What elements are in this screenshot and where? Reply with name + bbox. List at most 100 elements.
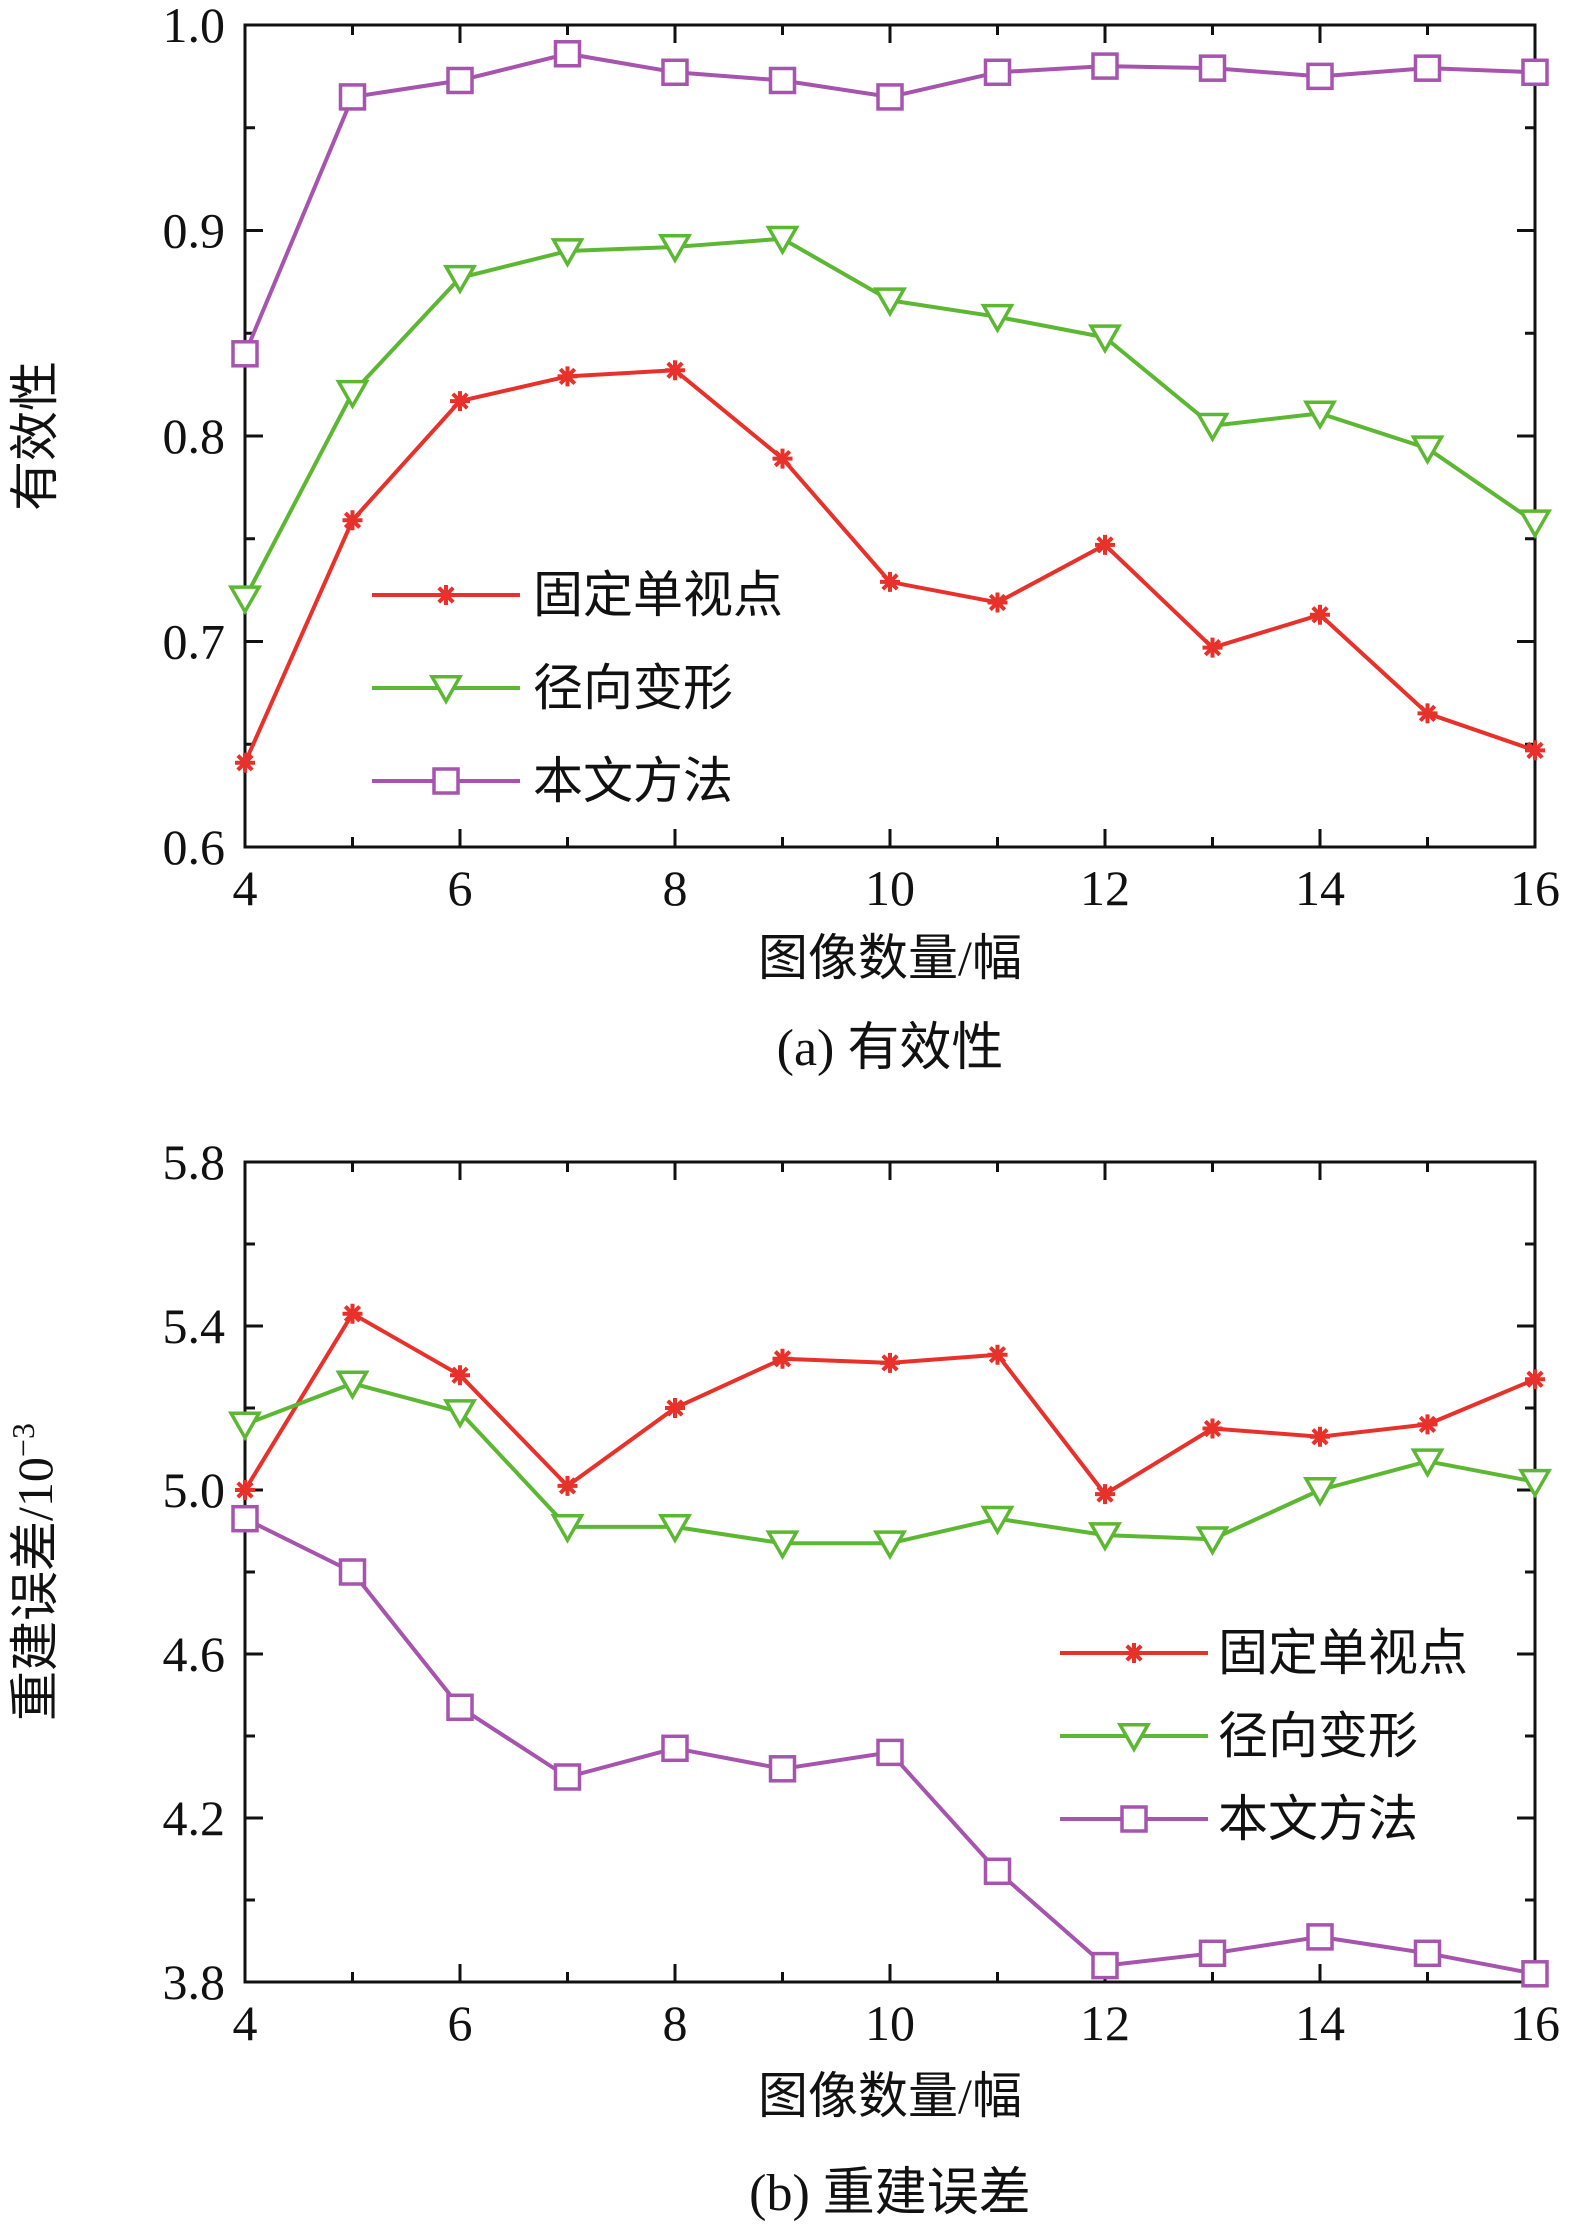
data-point: [772, 448, 793, 469]
series-2: [227, 225, 1553, 616]
data-point: [983, 1857, 1012, 1886]
x-tick-label: 6: [448, 860, 473, 916]
y-tick-label: 5.4: [163, 1298, 226, 1354]
x-tick-label: 4: [233, 860, 258, 916]
x-tick-label: 10: [865, 1995, 915, 2051]
data-point: [1198, 54, 1227, 82]
data-point: [553, 40, 582, 68]
y-tick-label: 0.8: [163, 408, 226, 464]
data-point: [1091, 52, 1119, 80]
data-point: [665, 1398, 685, 1418]
data-point: [1517, 509, 1553, 540]
series-line: [243, 368, 1536, 764]
data-point: [557, 366, 578, 387]
x-tick-label: 14: [1295, 860, 1345, 916]
y-tick-label: 3.8: [163, 1954, 226, 2010]
data-point: [987, 1344, 1008, 1365]
data-point: [661, 58, 689, 87]
data-point: [1091, 1951, 1119, 1980]
panel-b-reconstruction-error: 4 6 8 10 12 14 16 3.8 4.2 4.6 5.0 5.4 5.8 图像数量/幅 重建误差/…: [5, 1134, 1560, 2222]
data-point: [1095, 534, 1115, 555]
series-line: [244, 1381, 1536, 1546]
data-point: [1306, 62, 1334, 91]
data-point: [446, 66, 474, 95]
y-axis-title-exponent: −3: [5, 1423, 41, 1457]
legend-marker: [1120, 1805, 1148, 1833]
data-point: [983, 58, 1012, 87]
data-point: [235, 1480, 255, 1500]
y-tick-label: 4.2: [163, 1790, 226, 1846]
data-point: [665, 360, 685, 381]
data-point: [1195, 1526, 1230, 1557]
panel-a-validity: 4 6 8 10 12 14 16 0.6 0.7 0.8 0.9 1.0 图像数量/幅 有效性 (a) 有…: [7, 0, 1560, 1077]
data-point: [872, 287, 908, 318]
y-tick-label: 5.8: [163, 1134, 226, 1190]
data-point: [1517, 1468, 1553, 1499]
data-point: [1521, 58, 1549, 87]
data-point: [880, 1352, 900, 1373]
x-axis-title: 图像数量/幅: [758, 930, 1022, 986]
data-point: [1417, 1414, 1438, 1435]
data-point: [227, 1411, 263, 1442]
x-tick-label: 16: [1510, 860, 1560, 916]
data-point: [342, 510, 363, 531]
data-point: [550, 238, 585, 268]
data-point: [1302, 1477, 1338, 1507]
x-tick-label: 6: [448, 1995, 473, 2051]
data-point: [876, 83, 904, 111]
series-2: [227, 1370, 1553, 1561]
y-axis-title: 重建误差/10−3: [5, 1423, 63, 1721]
x-tick-label: 4: [233, 1995, 258, 2051]
series-1: [235, 1303, 1545, 1505]
series-line: [243, 1311, 1536, 1497]
data-point: [231, 340, 259, 368]
data-point: [1310, 604, 1330, 625]
legend-label: 本文方法: [1218, 1791, 1418, 1847]
x-tick-label: 16: [1510, 1995, 1560, 2051]
y-tick-label: 1.0: [163, 0, 226, 53]
data-point: [442, 264, 478, 295]
data-point: [446, 1693, 474, 1722]
data-point: [557, 1475, 578, 1496]
series-3: [231, 1504, 1549, 1988]
series-3: [231, 40, 1549, 368]
data-point: [1521, 1960, 1549, 1988]
data-point: [442, 1399, 478, 1429]
data-point: [335, 379, 370, 410]
plot-frame: [243, 1160, 1537, 1984]
legend-label: 径向变形: [533, 660, 733, 716]
legend-marker: [1116, 1723, 1152, 1753]
data-point: [1525, 1369, 1545, 1390]
legend-marker: [1124, 1643, 1144, 1663]
data-point: [661, 1734, 689, 1763]
data-point: [1302, 400, 1338, 431]
y-tick-label: 5.0: [163, 1462, 226, 1518]
data-point: [880, 571, 900, 592]
data-point: [765, 1530, 800, 1561]
data-point: [1417, 703, 1438, 724]
x-tick-label: 14: [1295, 1995, 1345, 2051]
y-axis-title: 有效性: [7, 361, 63, 511]
plot-frame: [243, 23, 1537, 849]
data-point: [657, 1513, 693, 1544]
y-tick-label: 0.7: [163, 614, 226, 670]
data-point: [231, 1504, 259, 1533]
data-point: [872, 1530, 908, 1561]
legend-marker: [432, 767, 460, 795]
y-tick-label: 0.6: [163, 819, 226, 875]
x-tick-label: 12: [1080, 860, 1130, 916]
y-axis-title-text: 有效性: [7, 361, 63, 511]
data-point: [1095, 1484, 1115, 1505]
data-point: [1195, 412, 1230, 443]
data-point: [450, 391, 470, 412]
data-point: [338, 1558, 367, 1586]
x-tick-label: 12: [1080, 1995, 1130, 2051]
legend-marker: [436, 585, 456, 605]
data-point: [772, 1348, 793, 1369]
data-point: [765, 225, 800, 256]
data-point: [553, 1763, 582, 1791]
data-point: [227, 585, 263, 616]
legend-marker: [428, 675, 464, 705]
